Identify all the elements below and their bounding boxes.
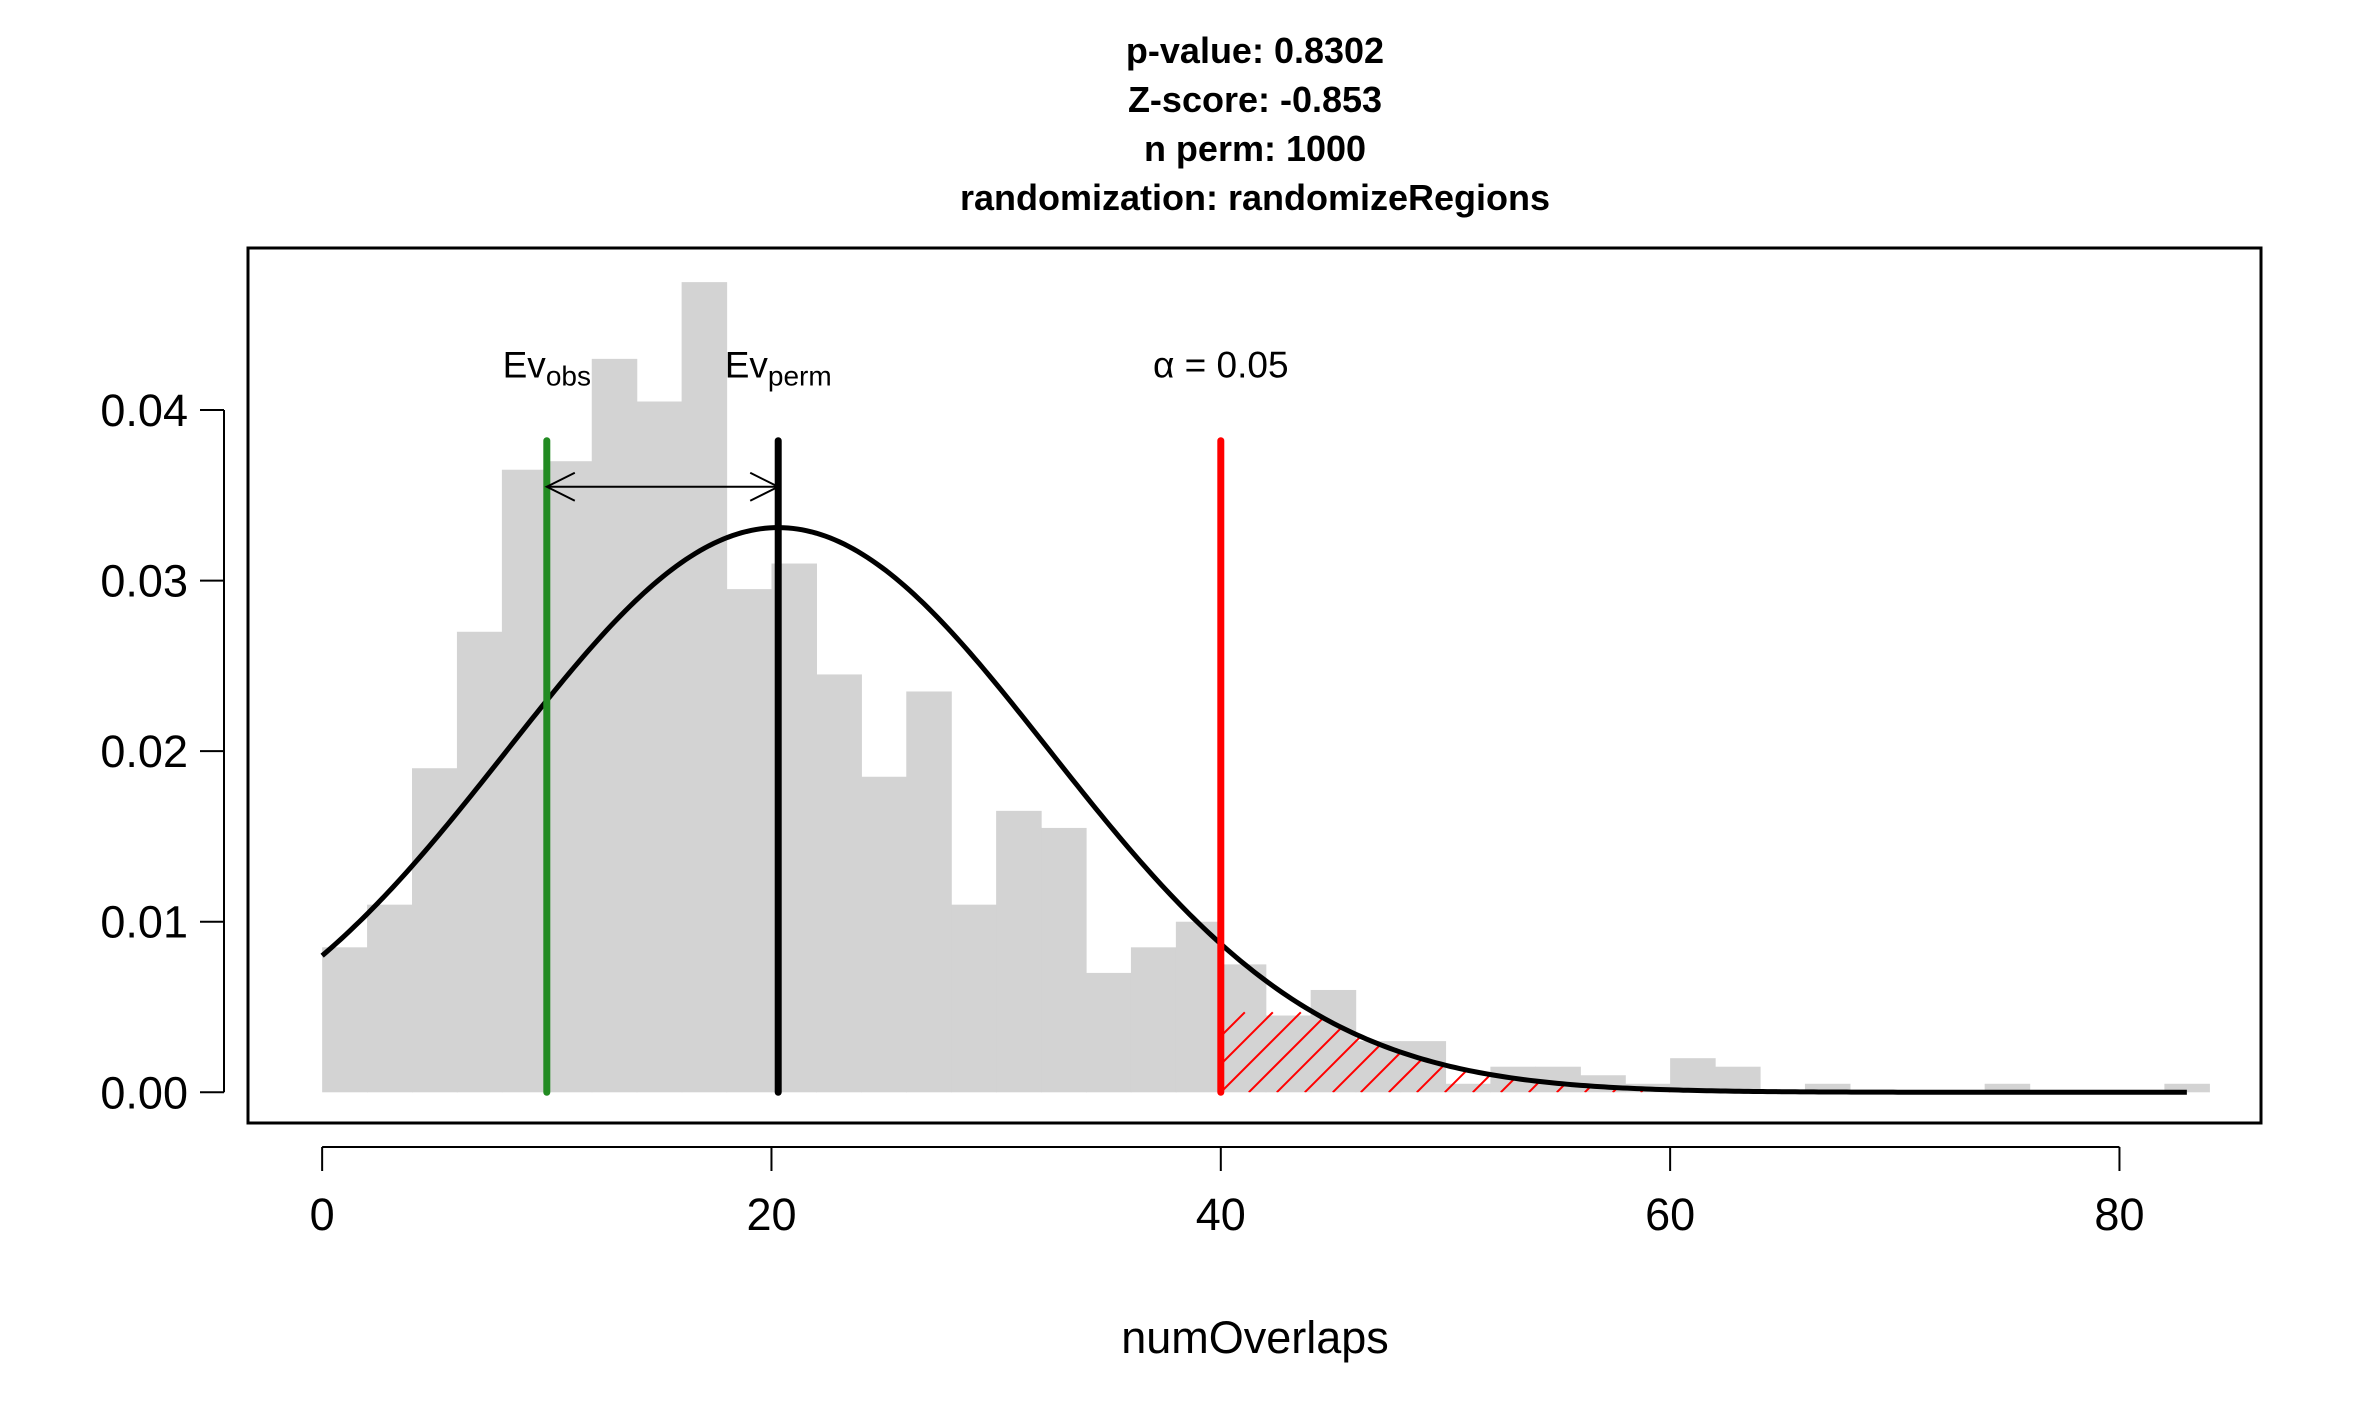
histogram-bar xyxy=(1670,1058,1716,1093)
histogram-bar xyxy=(591,358,638,1093)
hatch-line xyxy=(1864,1011,1946,1093)
title-block: p-value: 0.8302 Z-score: -0.853 n perm: … xyxy=(960,30,1550,218)
hatch-line xyxy=(1220,1011,1274,1093)
hatch-line xyxy=(2229,1012,2309,1092)
normal-density-curve xyxy=(320,525,2187,1095)
ev-perm-label: Evperm xyxy=(725,345,832,392)
histogram-bar xyxy=(1175,921,1222,1093)
ev-obs-label: Evobs xyxy=(503,345,591,392)
hatch-line xyxy=(2201,1012,2281,1092)
plot-box xyxy=(246,246,2263,1125)
histogram-bar xyxy=(906,691,952,1093)
y-tick-label: 0.01 xyxy=(100,897,188,948)
histogram-bar xyxy=(1086,972,1132,1093)
histogram-bars xyxy=(322,282,2210,1093)
histogram-bar xyxy=(996,810,1042,1093)
histogram-bar xyxy=(2164,1083,2210,1093)
hatch-line xyxy=(2285,1012,2362,1092)
hatch-line xyxy=(1220,1011,1302,1093)
hatch-line xyxy=(1248,1011,1330,1093)
ev-obs-sub: obs xyxy=(546,361,591,392)
hatch-line xyxy=(2144,1011,2187,1093)
hatch-line xyxy=(2313,1012,2362,1092)
x-tick-label: 40 xyxy=(1196,1189,1246,1240)
histogram-bar xyxy=(1984,1083,2031,1093)
histogram-bar xyxy=(1400,1041,1447,1093)
hatch-line xyxy=(1836,1011,1918,1093)
y-tick-label: 0.02 xyxy=(100,726,188,777)
hatch-line xyxy=(2172,1011,2187,1093)
histogram-bar xyxy=(367,904,413,1093)
histogram-bar xyxy=(726,589,773,1093)
difference-arrow xyxy=(544,471,781,502)
x-axis-label: numOverlaps xyxy=(1121,1312,1389,1363)
histogram-bar xyxy=(951,904,997,1093)
title-p-value: p-value: 0.8302 xyxy=(1126,30,1384,71)
y-tick-label: 0.04 xyxy=(100,385,188,436)
hatch-line xyxy=(1948,1011,2030,1093)
y-axis: 0.00 0.01 0.02 0.03 0.04 xyxy=(100,385,225,1118)
title-z-score: Z-score: -0.853 xyxy=(1128,79,1382,120)
y-tick-label: 0.03 xyxy=(100,556,188,607)
x-tick-label: 0 xyxy=(310,1189,335,1240)
histogram-bar xyxy=(1715,1066,1761,1093)
y-tick-label: 0.00 xyxy=(100,1067,188,1118)
arrow-head-left xyxy=(544,471,576,502)
histogram-bar xyxy=(322,947,368,1093)
hatch-line xyxy=(1892,1011,1974,1093)
hatch-line xyxy=(1808,1011,1890,1093)
annotations: Evobs Evperm α = 0.05 xyxy=(503,345,1289,392)
reference-lines xyxy=(543,437,1225,1096)
histogram-bar xyxy=(1445,1083,1491,1093)
hatch-line xyxy=(1976,1011,2058,1093)
histogram-bar xyxy=(681,282,728,1093)
hatch-line xyxy=(1780,1011,1862,1093)
histogram-bar xyxy=(501,469,548,1093)
hatch-line xyxy=(2060,1011,2142,1093)
hatch-line xyxy=(1920,1011,2002,1093)
hatch-line xyxy=(1220,1011,1246,1093)
histogram-bar xyxy=(1130,947,1177,1093)
histogram-bar xyxy=(546,461,593,1093)
title-n-perm: n perm: 1000 xyxy=(1144,128,1366,169)
arrow-head-right xyxy=(749,471,781,502)
histogram-bar xyxy=(1041,827,1087,1093)
hatch-line xyxy=(2257,1012,2337,1092)
x-tick-label: 20 xyxy=(746,1189,796,1240)
ev-perm-sub: perm xyxy=(768,361,832,392)
hatch-line xyxy=(2032,1011,2114,1093)
density-curve xyxy=(320,525,2187,1095)
hatch-line xyxy=(2004,1011,2086,1093)
histogram-bar xyxy=(636,401,683,1093)
x-tick-label: 80 xyxy=(2094,1189,2144,1240)
hatch-line xyxy=(2116,1011,2187,1093)
x-tick-label: 60 xyxy=(1645,1189,1695,1240)
histogram-bar xyxy=(816,674,862,1093)
hatch-line xyxy=(2088,1011,2170,1093)
ev-obs-main: Ev xyxy=(503,345,547,386)
ev-perm-main: Ev xyxy=(725,345,769,386)
histogram-bar xyxy=(456,631,503,1093)
histogram-bar xyxy=(861,776,907,1093)
hatch-line xyxy=(1752,1011,1834,1093)
title-randomization: randomization: randomizeRegions xyxy=(960,177,1550,218)
alpha-label: α = 0.05 xyxy=(1153,345,1289,386)
x-axis: 0 20 40 60 80 xyxy=(310,1146,2144,1240)
histogram-bar xyxy=(1804,1083,1851,1093)
